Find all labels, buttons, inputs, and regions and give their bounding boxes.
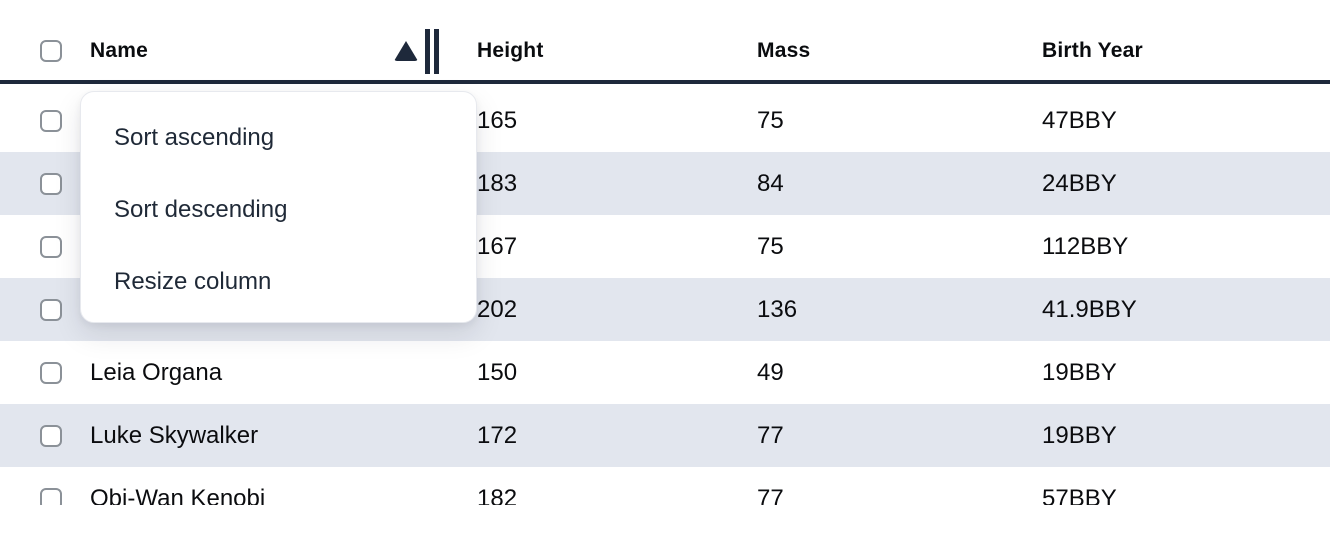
cell-birth-year: 19BBY	[1042, 358, 1117, 386]
row-checkbox-cell	[0, 172, 90, 195]
column-header-name[interactable]: Name	[90, 22, 477, 80]
cell-mass: 75	[757, 232, 784, 260]
cell-birth-year: 19BBY	[1042, 421, 1117, 449]
row-checkbox-cell	[0, 235, 90, 258]
resize-bar	[425, 28, 430, 74]
cell-mass: 75	[757, 106, 784, 134]
cell-height: 202	[477, 295, 518, 323]
select-all-checkbox[interactable]	[40, 40, 62, 62]
menu-item-sort-descending[interactable]: Sort descending	[114, 196, 288, 223]
column-header-height[interactable]: Height	[477, 39, 544, 62]
cell-mass: 49	[757, 358, 784, 386]
row-checkbox[interactable]	[40, 487, 62, 505]
row-checkbox-cell	[0, 109, 90, 132]
cell-mass: 77	[757, 484, 784, 506]
row-checkbox[interactable]	[40, 298, 62, 321]
cell-name: Leia Organa	[90, 358, 223, 386]
cell-birth-year: 57BBY	[1042, 484, 1117, 506]
cell-birth-year: 24BBY	[1042, 169, 1117, 197]
cell-height: 183	[477, 169, 518, 197]
row-checkbox[interactable]	[40, 424, 62, 447]
row-checkbox-cell	[0, 298, 90, 321]
row-checkbox-cell	[0, 487, 90, 505]
column-menu-dropdown: Sort ascending Sort descending Resize co…	[80, 91, 477, 323]
column-header-mass[interactable]: Mass	[757, 39, 811, 62]
row-checkbox[interactable]	[40, 109, 62, 132]
column-header-name-label: Name	[90, 39, 148, 62]
cell-height: 182	[477, 484, 518, 506]
cell-height: 150	[477, 358, 518, 386]
select-all-cell	[0, 40, 90, 62]
table-row: Obi-Wan Kenobi 182 77 57BBY	[0, 467, 1330, 505]
data-table: Name Height Mass Birth Year 165 75 47BBY 18…	[0, 0, 1330, 505]
cell-mass: 136	[757, 295, 798, 323]
table-header-row: Name Height Mass Birth Year	[0, 0, 1330, 84]
cell-height: 165	[477, 106, 518, 134]
row-checkbox[interactable]	[40, 361, 62, 384]
cell-name: Luke Skywalker	[90, 421, 259, 449]
row-checkbox-cell	[0, 361, 90, 384]
column-resize-handle-icon[interactable]	[425, 28, 439, 74]
table-row: Leia Organa 150 49 19BBY	[0, 341, 1330, 404]
cell-birth-year: 112BBY	[1042, 232, 1129, 260]
row-checkbox[interactable]	[40, 172, 62, 195]
cell-birth-year: 47BBY	[1042, 106, 1117, 134]
cell-mass: 77	[757, 421, 784, 449]
cell-mass: 84	[757, 169, 784, 197]
cell-birth-year: 41.9BBY	[1042, 295, 1137, 323]
column-header-birth-year[interactable]: Birth Year	[1042, 39, 1143, 62]
sort-ascending-icon[interactable]	[394, 41, 418, 61]
menu-item-resize-column[interactable]: Resize column	[114, 268, 272, 295]
table-row: Luke Skywalker 172 77 19BBY	[0, 404, 1330, 467]
cell-name: Obi-Wan Kenobi	[90, 484, 266, 506]
resize-bar	[434, 28, 439, 74]
menu-item-sort-ascending[interactable]: Sort ascending	[114, 124, 275, 151]
row-checkbox-cell	[0, 424, 90, 447]
cell-height: 167	[477, 232, 518, 260]
row-checkbox[interactable]	[40, 235, 62, 258]
cell-height: 172	[477, 421, 518, 449]
